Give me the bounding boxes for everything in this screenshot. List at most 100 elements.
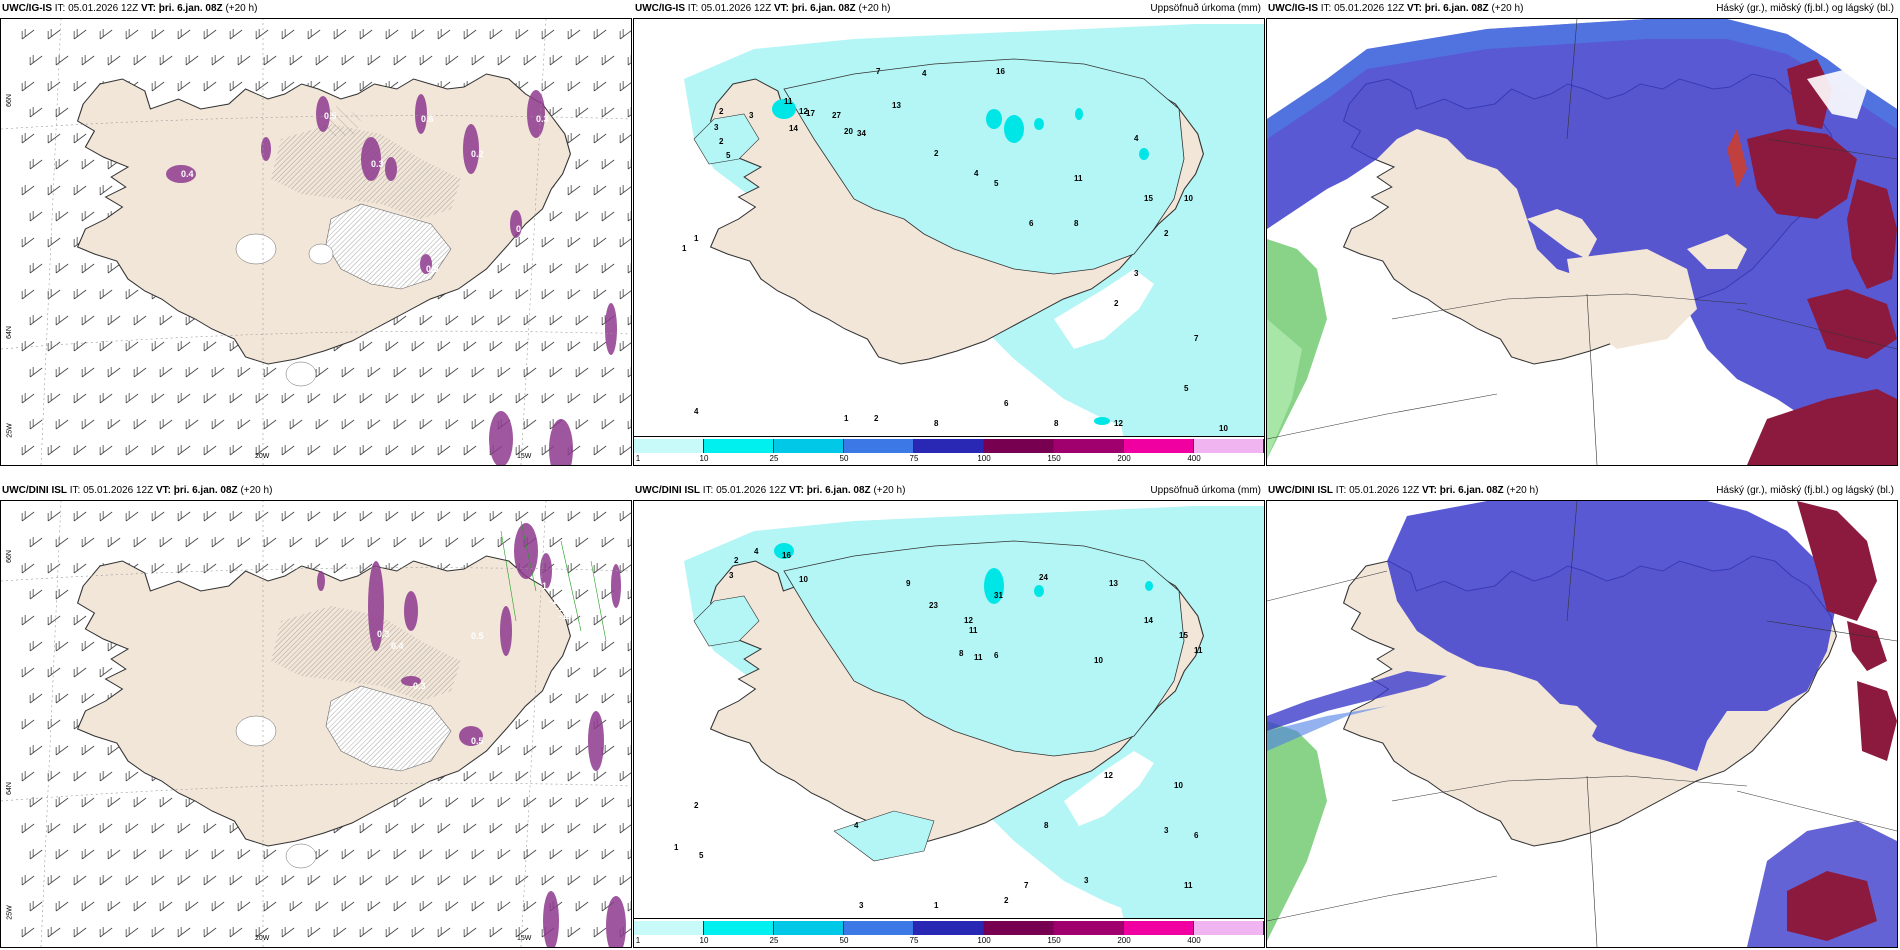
precip-value: 11: [969, 626, 978, 635]
wind-barb: [445, 849, 459, 860]
colorbar-label: 10: [699, 454, 709, 463]
colorbar-label: 1: [635, 936, 641, 945]
precip-value: 16: [782, 551, 791, 560]
wind-barb: [21, 445, 35, 456]
wind-barb: [81, 367, 95, 378]
icing-value: 0.6: [421, 114, 434, 124]
precip-value: 3: [1084, 876, 1089, 885]
map-wind-icing[interactable]: 66N 64N 25W 20W 15W 0.4 0.5 0.3 0.6 0.2 0.3 0.…: [0, 18, 632, 466]
wind-barb: [627, 693, 631, 704]
map-clouds[interactable]: [1266, 18, 1898, 466]
wind-barb: [73, 133, 87, 144]
icing-value: -1.6: [549, 596, 565, 606]
wind-barb: [133, 901, 147, 912]
wind-barb: [47, 875, 61, 886]
wind-barb: [393, 537, 407, 548]
wind-barb: [515, 341, 529, 352]
icing-value: 0.5: [426, 264, 439, 274]
wind-barb: [367, 849, 381, 860]
wind-barb: [107, 367, 121, 378]
wind-barb: [489, 771, 503, 782]
lon-label: 15W: [517, 935, 532, 942]
wind-barb: [523, 367, 537, 378]
wind-barb: [73, 615, 87, 626]
wind-barb: [203, 393, 217, 404]
wind-barb: [601, 367, 615, 378]
wind-barb: [497, 315, 511, 326]
wind-barb: [307, 29, 321, 40]
wind-barb: [593, 185, 607, 196]
wind-barb: [419, 797, 433, 808]
map-svg: [1267, 501, 1897, 947]
wind-barb: [627, 419, 631, 430]
panel-subtitle: Uppsöfnuð úrkoma (mm): [1150, 485, 1261, 496]
map-precipitation[interactable]: 11 2 14 3 2 3 5 12 20 27 34 17 7 13 4 16 2 5 4 11 8 6 4 15 10 2 3 2…: [633, 18, 1265, 466]
wind-barb: [263, 901, 277, 912]
precip-value: 10: [1174, 781, 1183, 790]
map-precipitation[interactable]: 2 4 16 10 3 9 23 31 24 12 11 13 14 15 11 8 6 10 12 11 10 6 11 8…: [633, 500, 1265, 948]
wind-barb: [549, 797, 563, 808]
wind-barb: [445, 367, 459, 378]
precip-value: 15: [1179, 631, 1188, 640]
wind-barb: [437, 29, 451, 40]
wind-barb: [471, 849, 485, 860]
wind-barb: [549, 367, 563, 378]
wind-barb: [47, 823, 61, 834]
wind-barb: [575, 849, 589, 860]
precip-value: 24: [1039, 573, 1048, 582]
wind-barb: [523, 419, 537, 430]
colorbar-segment: [1194, 921, 1264, 935]
wind-barb: [47, 667, 61, 678]
wind-barb: [55, 693, 69, 704]
wind-barb: [185, 367, 199, 378]
wind-barb: [627, 263, 631, 274]
wind-barb: [159, 537, 173, 548]
wind-barb: [463, 823, 477, 834]
wind-barb: [411, 875, 425, 886]
wind-barb: [541, 237, 555, 248]
wind-barb: [315, 901, 329, 912]
map-wind-icing[interactable]: 66N 64N 25W 20W 15W -1.0 -1.6 -1.9 -1.4 -1.4…: [0, 500, 632, 948]
wind-barb: [627, 537, 631, 548]
wind-barb: [47, 445, 61, 456]
wind-barb: [515, 237, 529, 248]
wind-barb: [29, 745, 43, 756]
wind-barb: [619, 615, 631, 626]
wind-barb: [627, 107, 631, 118]
precip-value: 11: [1184, 881, 1193, 890]
precip-value: 3: [859, 901, 864, 910]
wind-barb: [289, 537, 303, 548]
precip-values: 2 4 16 10 3 9 23 31 24 12 11 13 14 15 11 8 6 10 12 11 10 6 11 8…: [634, 501, 1264, 947]
wind-barb: [29, 107, 43, 118]
panel-precip-top: UWC/IG-IS IT: 05.01.2026 12Z VT: þri. 6.…: [633, 0, 1265, 466]
map-clouds[interactable]: [1266, 500, 1898, 948]
wind-barb: [29, 537, 43, 548]
wind-barb: [29, 901, 43, 912]
wind-barb: [185, 55, 199, 66]
precip-value: 10: [1184, 194, 1193, 203]
precip-value: 8: [1044, 821, 1049, 830]
wind-barb: [419, 537, 433, 548]
wind-barb: [55, 107, 69, 118]
precip-value: 3: [714, 123, 719, 132]
wind-barb: [333, 81, 347, 92]
wind-barb: [601, 797, 615, 808]
wind-barb: [73, 875, 87, 886]
wind-barb: [21, 133, 35, 144]
wind-barb: [125, 289, 139, 300]
wind-barb: [627, 745, 631, 756]
wind-barb: [341, 55, 355, 66]
wind-barb: [601, 263, 615, 274]
colorbar-label: 150: [1047, 936, 1061, 945]
wind-barb: [549, 315, 563, 326]
wind-barb: [601, 55, 615, 66]
precip-value: 1: [674, 843, 679, 852]
wind-barb: [159, 55, 173, 66]
precip-value: 6: [994, 651, 999, 660]
wind-barb: [333, 875, 347, 886]
wind-barb: [159, 419, 173, 430]
wind-barb: [203, 511, 217, 522]
wind-barb: [133, 419, 147, 430]
wind-barb: [463, 771, 477, 782]
wind-barb: [107, 797, 121, 808]
